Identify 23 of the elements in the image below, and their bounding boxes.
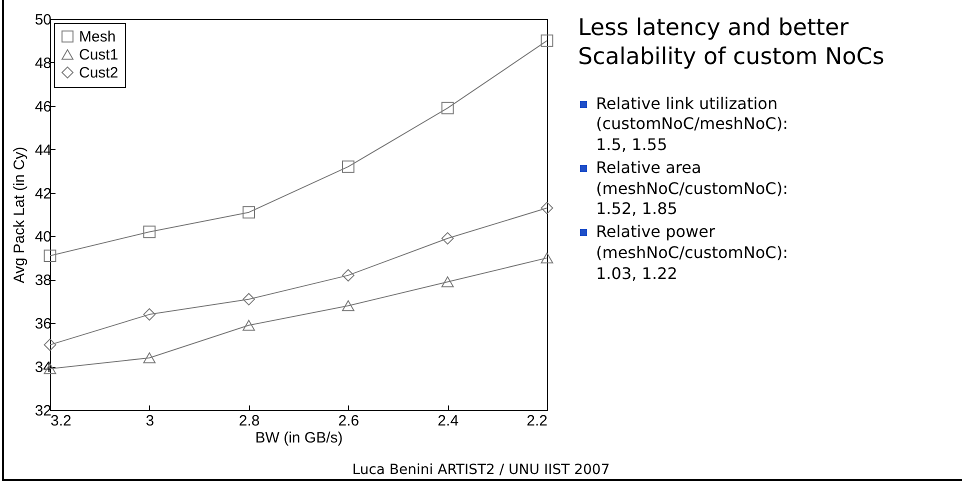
y-axis-title: Avg Pack Lat (in Cy) [10,146,28,284]
legend-label: Cust2 [79,64,118,82]
text: Luca Benini ARTIST2 / UNU IIST 2007 [351,462,611,478]
text: Less latency and better Scalability of custom NoCs [578,14,886,72]
x-tick-label: 3 [146,412,154,430]
x-tick-label: 2.6 [338,412,360,430]
legend-label: Cust1 [79,46,118,64]
x-axis-title: BW (in GB/s) [255,430,343,446]
y-tick-label: 46 [34,98,52,116]
x-tick-label: 2.2 [526,412,548,430]
text: Relative power (meshNoC/customNoC): 1.03, 1.22 [596,222,789,285]
y-tick-label: 50 [34,12,52,28]
x-tick-label: 3.2 [50,412,72,430]
y-tick-label: 32 [34,402,52,420]
y-tick-label: 44 [34,142,52,159]
y-tick-label: 36 [34,316,52,333]
x-tick-label: 2.4 [438,412,459,430]
y-tick-label: 42 [34,185,52,202]
x-tick-label: 2.8 [238,412,260,430]
text: Relative link utilization (customNoC/meshNoC): 1.5, 1.55 [596,94,789,156]
text: Relative area (meshNoC/customNoC): 1.52, 1.85 [596,158,789,220]
y-tick-label: 34 [34,359,52,376]
legend-label: Mesh [79,28,116,46]
